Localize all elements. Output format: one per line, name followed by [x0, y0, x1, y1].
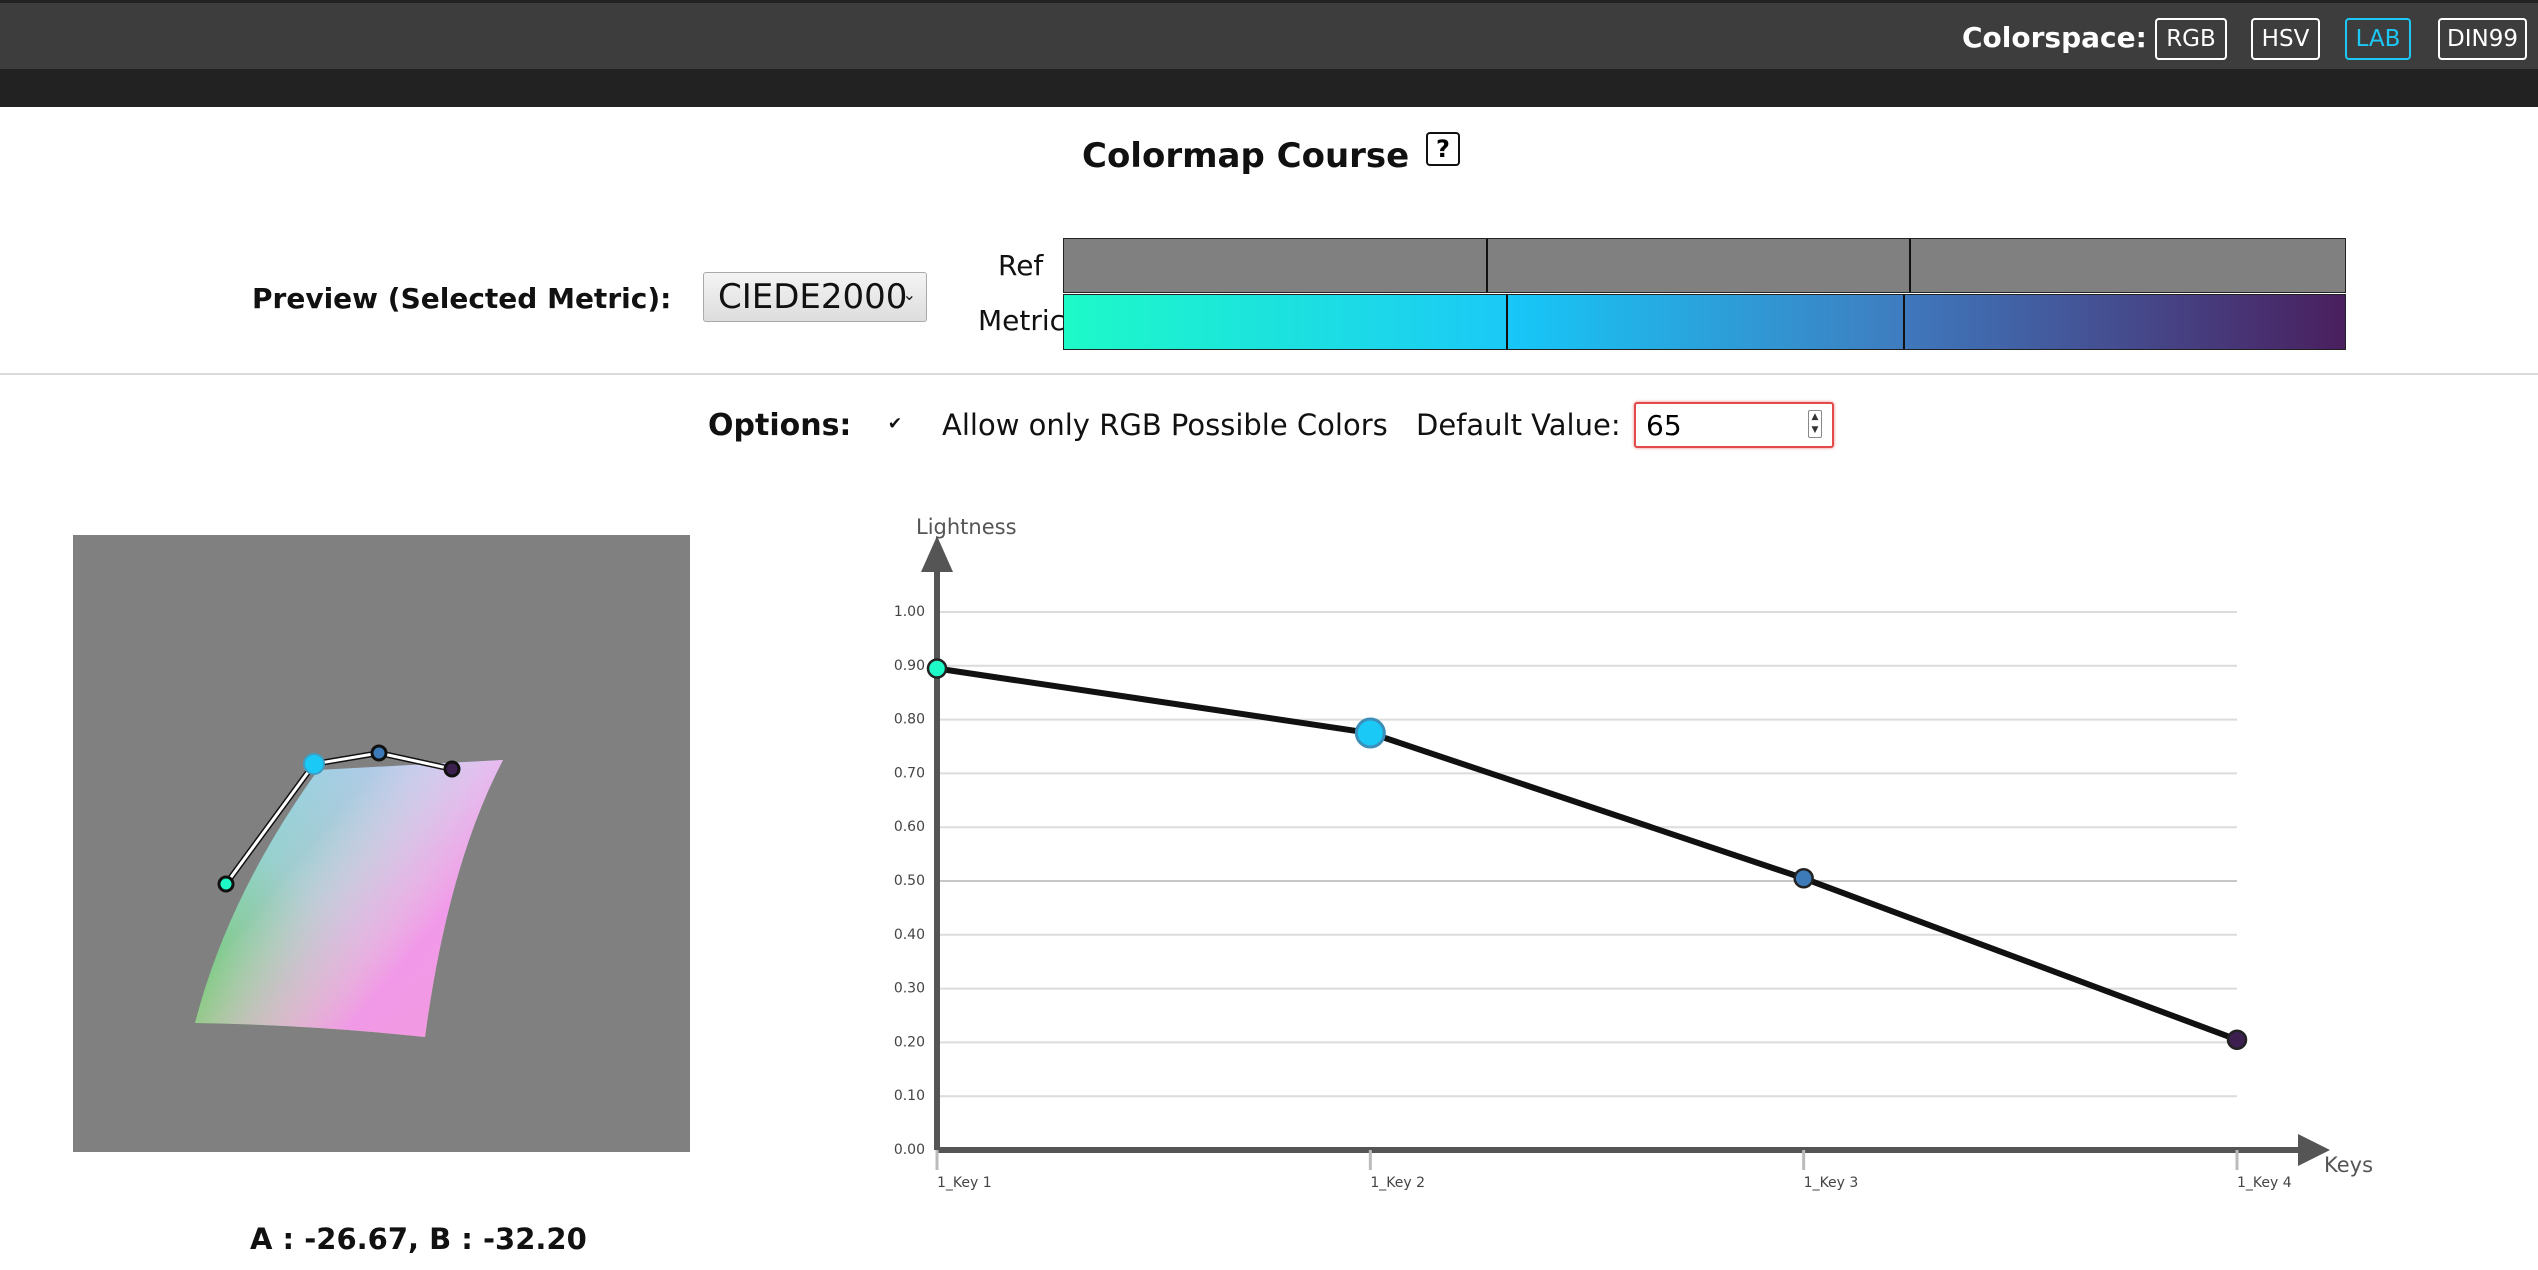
y-tick-label: 0.60	[894, 819, 925, 835]
colorbar-divider	[1909, 239, 1911, 292]
y-tick-label: 0.00	[894, 1142, 925, 1158]
ab-color-plane[interactable]	[73, 535, 690, 1152]
y-tick-label: 0.50	[894, 873, 925, 889]
options-label: Options:	[708, 408, 852, 443]
y-tick-label: 0.90	[894, 658, 925, 674]
preview-label: Preview (Selected Metric):	[252, 282, 672, 315]
ab-key-point[interactable]	[217, 875, 235, 893]
y-tick-label: 0.70	[894, 765, 925, 781]
colorspace-rgb-button[interactable]: RGB	[2155, 18, 2227, 60]
x-axis-arrow	[2298, 1134, 2330, 1166]
data-point-selected[interactable]	[1354, 717, 1386, 749]
help-button[interactable]: ?	[1426, 132, 1460, 166]
default-value-label: Default Value:	[1416, 408, 1621, 442]
ab-path-line	[224, 751, 453, 885]
rgb-only-label: Allow only RGB Possible Colors	[942, 408, 1388, 442]
top-toolbar: Colorspace: RGB HSV LAB DIN99	[0, 0, 2538, 69]
chevron-down-icon: ⌄	[902, 285, 916, 304]
ab-gamut-tint	[195, 760, 503, 1037]
number-spinner[interactable]: ▲ ▼	[1808, 410, 1822, 438]
default-value-input[interactable]	[1634, 402, 1834, 448]
metric-select[interactable]: CIEDE2000 ⌄	[703, 272, 927, 322]
x-tick-label: 1_Key 4	[2237, 1175, 2292, 1191]
y-tick-label: 0.80	[894, 712, 925, 728]
metric-colorbar-segment	[1505, 295, 1904, 349]
y-tick-label: 0.20	[894, 1034, 925, 1050]
y-axis-arrow	[921, 536, 953, 572]
secondary-bar	[0, 69, 2538, 107]
rgb-only-checkbox[interactable]: ✔	[887, 414, 903, 434]
metric-select-value: CIEDE2000	[718, 277, 908, 317]
metric-label: Metric	[978, 304, 1066, 337]
metric-colorbar-segment	[1064, 295, 1506, 349]
x-axis-label: Keys	[2324, 1153, 2373, 1177]
data-point[interactable]	[1793, 868, 1814, 889]
y-axis-label: Lightness	[916, 515, 1017, 539]
reference-colorbar	[1063, 238, 2346, 293]
ab-key-point[interactable]	[370, 744, 388, 762]
x-tick-label: 1_Key 1	[937, 1175, 992, 1191]
lightness-line	[936, 665, 2239, 1043]
ab-key-point[interactable]	[443, 760, 461, 778]
y-tick-label: 1.00	[894, 604, 925, 620]
colorspace-hsv-button[interactable]: HSV	[2251, 18, 2320, 60]
metric-colorbar-segment	[1903, 295, 2345, 349]
ab-key-point-selected[interactable]	[303, 753, 325, 775]
y-tick-label: 0.10	[894, 1088, 925, 1104]
ab-readout: A : -26.67, B : -32.20	[250, 1222, 587, 1256]
data-point[interactable]	[926, 658, 948, 679]
x-tick-label: 1_Key 2	[1370, 1175, 1425, 1191]
colorbar-divider	[1486, 239, 1488, 292]
metric-colorbar	[1063, 294, 2346, 350]
colorspace-label: Colorspace:	[1962, 21, 2147, 54]
colorspace-din99-button[interactable]: DIN99	[2438, 18, 2527, 60]
y-tick-label: 0.40	[894, 927, 925, 943]
section-divider	[0, 373, 2538, 375]
page-title: Colormap Course	[1082, 136, 1410, 176]
ref-label: Ref	[998, 249, 1044, 282]
lightness-chart[interactable]: 0.00 0.10 0.20 0.30 0.40 0.50 0.60 0.70 0.80 0.90…	[840, 500, 2400, 1204]
y-tick-label: 0.30	[894, 981, 925, 997]
colorspace-lab-button[interactable]: LAB	[2345, 18, 2411, 60]
data-point[interactable]	[2226, 1029, 2248, 1050]
x-tick-label: 1_Key 3	[1804, 1175, 1859, 1191]
